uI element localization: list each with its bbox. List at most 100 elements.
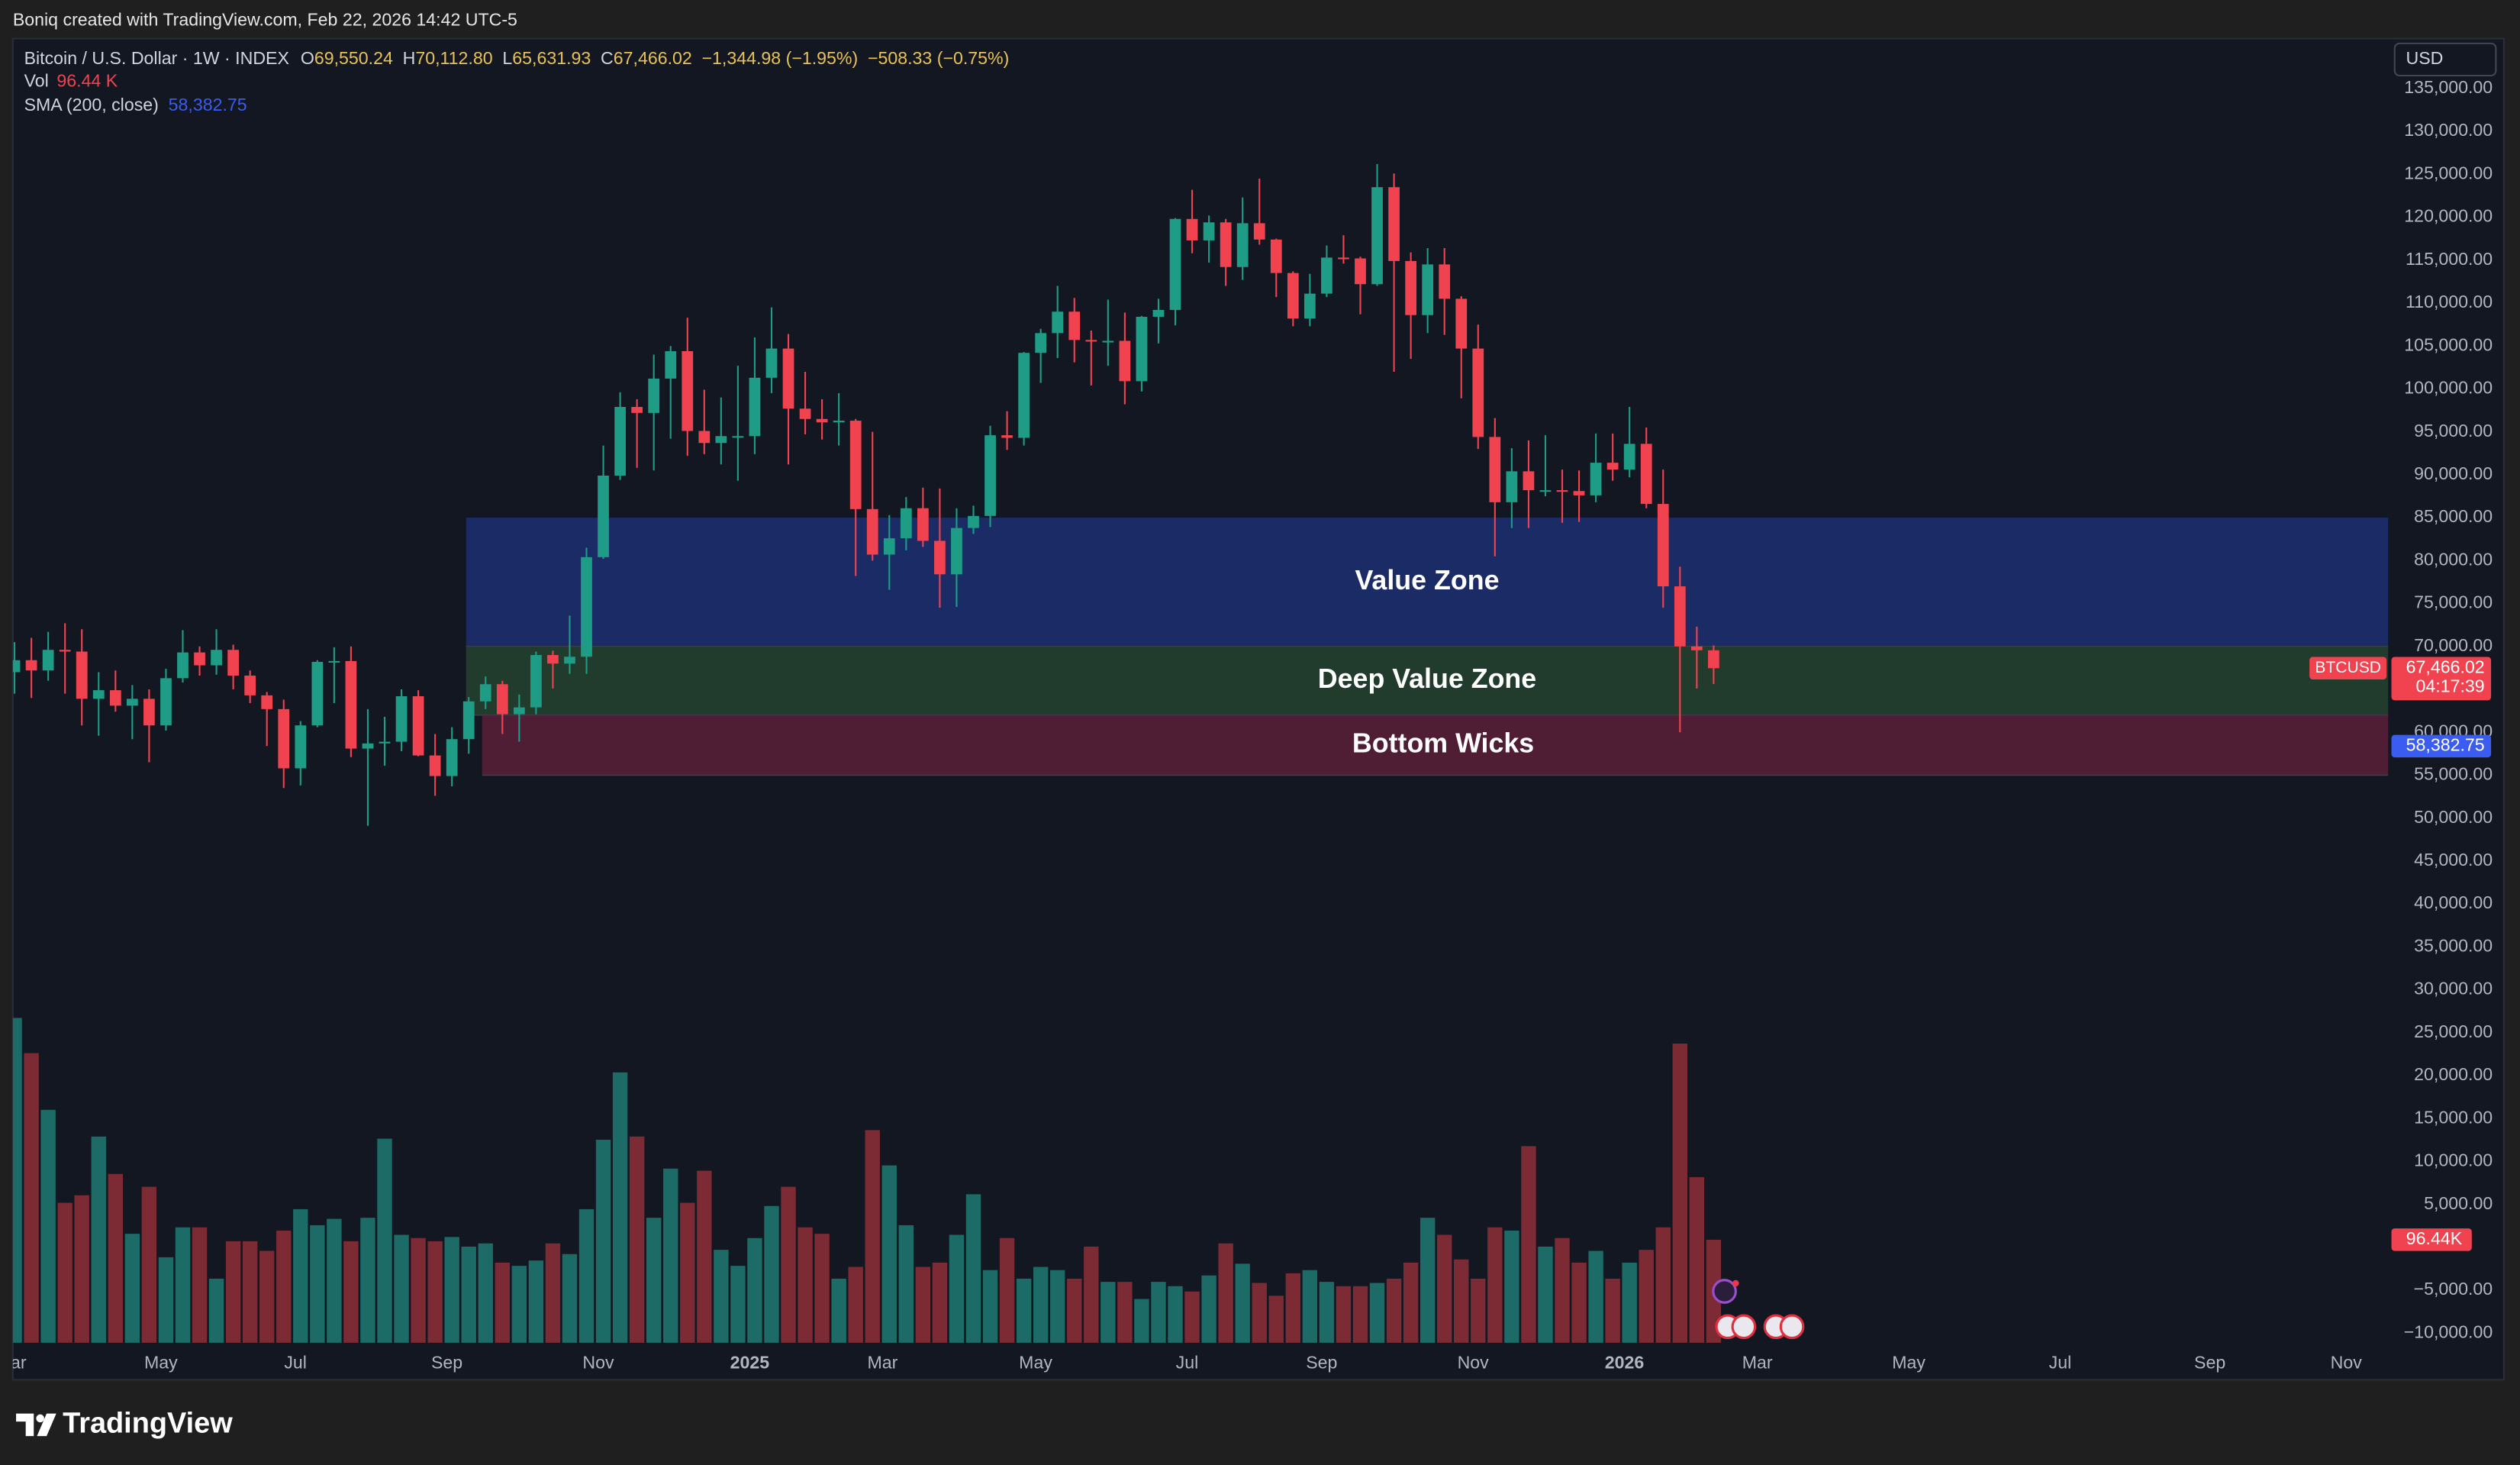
volume-bar — [1538, 1246, 1553, 1343]
legend-change: −1,344.98 (−1.95%) — [702, 48, 859, 68]
currency[interactable]: USD — [2406, 48, 2443, 68]
volume-bar — [242, 1241, 258, 1343]
y-tick-label: 120,000.00 — [2404, 206, 2493, 226]
volume-bar — [1605, 1278, 1620, 1343]
candle-body — [1489, 437, 1501, 502]
symbol-badge-text: BTCUSD — [2315, 659, 2381, 676]
volume-badge — [2391, 1228, 2472, 1251]
candle-body — [328, 660, 340, 663]
candle-body — [1690, 646, 1703, 650]
volume-bar — [478, 1243, 493, 1343]
zone — [482, 715, 2389, 776]
candles — [12, 163, 1719, 826]
event-icon[interactable] — [1712, 1279, 1737, 1304]
y-tick-label: 30,000.00 — [2414, 979, 2493, 999]
candle-body — [715, 436, 727, 444]
currency-button[interactable] — [2393, 42, 2497, 77]
volume-bar — [545, 1243, 561, 1343]
y-tick-label: 100,000.00 — [2404, 378, 2493, 398]
candle-body — [547, 655, 559, 664]
x-tick-label: Jul — [2049, 1352, 2072, 1372]
volume-bar — [663, 1168, 678, 1343]
volume-bar — [327, 1218, 342, 1343]
candle-body — [1052, 311, 1064, 334]
attribution: Boniq created with TradingView.com, Feb … — [13, 10, 517, 30]
volume-bar — [1504, 1230, 1519, 1343]
volume-bar — [764, 1205, 779, 1343]
candle-body — [1220, 222, 1232, 267]
candle-body — [1169, 218, 1181, 310]
volume — [12, 1018, 1722, 1343]
candle-body — [295, 725, 307, 769]
volume-bar — [24, 1053, 39, 1343]
candle-body — [682, 350, 694, 431]
candle-body — [92, 690, 105, 699]
y-tick-label: 20,000.00 — [2414, 1064, 2493, 1084]
volume-bar — [208, 1278, 224, 1343]
x-tick-label: Nov — [582, 1352, 614, 1372]
y-axis: 135,000.00 130,000.00 125,000.00 120,000.00… — [2404, 77, 2493, 1341]
candle-body — [951, 528, 962, 575]
volume-bar — [74, 1195, 89, 1343]
x-tick-label: Jul — [1176, 1352, 1199, 1372]
x-tick-label: Sep — [431, 1352, 462, 1372]
y-tick-label: 85,000.00 — [2414, 506, 2493, 526]
candle-body — [849, 421, 862, 509]
volume-bar — [999, 1238, 1015, 1343]
volume-bar — [898, 1225, 914, 1343]
event-icons — [1712, 1279, 1805, 1340]
legend-value: 70,112.80 — [415, 48, 492, 68]
legend-value: 67,466.02 — [614, 48, 692, 68]
candle-body — [462, 701, 475, 740]
volume-bar — [12, 1018, 22, 1343]
volume-bar — [1184, 1291, 1200, 1343]
volume-bar — [865, 1130, 880, 1343]
candle-body — [749, 377, 761, 437]
candle-body — [194, 652, 205, 666]
y-tick-label: 75,000.00 — [2414, 592, 2493, 612]
candle-body — [1253, 223, 1265, 240]
legend-sma: SMA (200, close) 58,382.75 — [24, 95, 247, 115]
volume-bar — [1302, 1270, 1318, 1343]
candle-body — [1186, 218, 1198, 240]
candle-body — [311, 662, 324, 726]
candle-body — [1304, 293, 1316, 319]
volume-bar — [932, 1262, 948, 1343]
candle-body — [177, 652, 189, 679]
volume-bar — [612, 1072, 628, 1343]
volume-bar — [1471, 1278, 1486, 1343]
candle-body — [984, 435, 996, 516]
volume-bar — [1571, 1262, 1587, 1343]
candle-body — [1388, 187, 1400, 261]
zones — [466, 518, 2389, 776]
volume-bar — [1555, 1238, 1570, 1343]
volume-bar — [1689, 1176, 1705, 1343]
zone — [466, 518, 2389, 647]
volume-bar — [57, 1202, 73, 1343]
volume-bar — [444, 1237, 459, 1343]
zone-label: Bottom Wicks — [1352, 728, 1534, 759]
volume-bar — [293, 1208, 308, 1343]
volume-bar — [192, 1227, 208, 1343]
y-tick-label: 25,000.00 — [2414, 1021, 2493, 1041]
event-flag[interactable] — [1731, 1314, 1757, 1340]
volume-bar — [1033, 1267, 1049, 1343]
candle-body — [1439, 264, 1451, 299]
y-tick-label: 15,000.00 — [2414, 1107, 2493, 1127]
candle-body — [530, 655, 542, 708]
volume-bar — [1655, 1227, 1671, 1343]
event-flag[interactable] — [1779, 1314, 1805, 1340]
x-tick-label: Mar — [1742, 1352, 1773, 1372]
y-tick-label: 125,000.00 — [2404, 163, 2493, 182]
candle-body — [59, 650, 71, 652]
volume-bar — [1117, 1282, 1133, 1343]
candle-body — [665, 350, 677, 379]
x-tick-label: Sep — [2194, 1352, 2225, 1372]
candle-body — [261, 695, 273, 709]
candle-body — [1371, 187, 1383, 285]
sma-badge-text: 58,382.75 — [2406, 735, 2485, 755]
volume-bar — [1420, 1218, 1436, 1343]
candle-body — [1203, 222, 1215, 240]
candle-body — [1708, 650, 1719, 669]
